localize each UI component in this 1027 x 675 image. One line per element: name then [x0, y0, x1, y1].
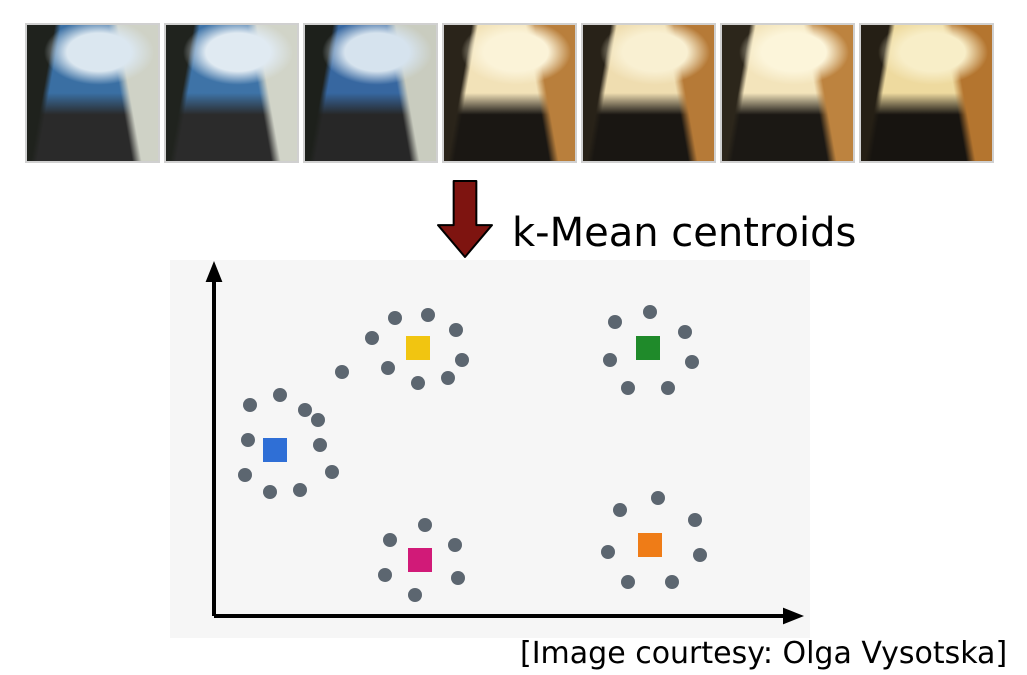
data-point: [678, 325, 692, 339]
data-point: [421, 308, 435, 322]
data-point: [313, 438, 327, 452]
data-point: [621, 381, 635, 395]
data-point: [608, 315, 622, 329]
data-point: [298, 403, 312, 417]
data-point: [378, 568, 392, 582]
data-point: [448, 538, 462, 552]
centroid-marker: [406, 336, 430, 360]
centroid-marker: [263, 438, 287, 462]
data-point: [621, 575, 635, 589]
data-point: [243, 398, 257, 412]
data-point: [693, 548, 707, 562]
data-point: [273, 388, 287, 402]
data-point: [603, 353, 617, 367]
data-point: [451, 571, 465, 585]
centroid-marker: [636, 336, 660, 360]
data-point: [325, 465, 339, 479]
centroid-marker: [638, 533, 662, 557]
data-point: [418, 518, 432, 532]
data-point: [241, 433, 255, 447]
data-point: [441, 371, 455, 385]
data-point: [643, 305, 657, 319]
image-credit: [Image courtesy: Olga Vysotska]: [520, 636, 1007, 671]
data-point: [335, 365, 349, 379]
data-point: [665, 575, 679, 589]
data-point: [238, 468, 252, 482]
data-point: [388, 311, 402, 325]
data-point: [311, 413, 325, 427]
data-point: [661, 381, 675, 395]
data-point: [449, 323, 463, 337]
data-point: [411, 376, 425, 390]
data-point: [685, 355, 699, 369]
figure-root: k-Mean centroids [Image courtesy: Olga V…: [0, 0, 1027, 675]
data-point: [383, 533, 397, 547]
data-point: [365, 331, 379, 345]
kmeans-scatter-plot: [0, 0, 1027, 675]
data-point: [381, 361, 395, 375]
data-point: [293, 483, 307, 497]
data-point: [408, 588, 422, 602]
data-point: [455, 353, 469, 367]
data-point: [613, 503, 627, 517]
data-point: [601, 545, 615, 559]
data-point: [263, 485, 277, 499]
centroid-marker: [408, 548, 432, 572]
data-point: [651, 491, 665, 505]
data-point: [688, 513, 702, 527]
